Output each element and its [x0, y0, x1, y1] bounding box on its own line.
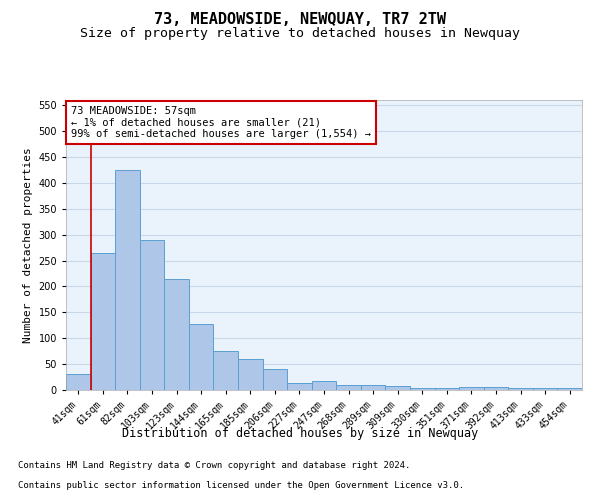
- Bar: [164, 278, 189, 390]
- Bar: [263, 370, 287, 390]
- Bar: [140, 240, 164, 390]
- Text: Size of property relative to detached houses in Newquay: Size of property relative to detached ho…: [80, 28, 520, 40]
- Bar: [385, 386, 410, 390]
- Bar: [66, 374, 91, 390]
- Y-axis label: Number of detached properties: Number of detached properties: [23, 147, 33, 343]
- Bar: [287, 383, 312, 390]
- Bar: [484, 388, 508, 390]
- Bar: [361, 385, 385, 390]
- Text: Distribution of detached houses by size in Newquay: Distribution of detached houses by size …: [122, 428, 478, 440]
- Text: 73 MEADOWSIDE: 57sqm
← 1% of detached houses are smaller (21)
99% of semi-detach: 73 MEADOWSIDE: 57sqm ← 1% of detached ho…: [71, 106, 371, 139]
- Text: Contains public sector information licensed under the Open Government Licence v3: Contains public sector information licen…: [18, 481, 464, 490]
- Text: Contains HM Land Registry data © Crown copyright and database right 2024.: Contains HM Land Registry data © Crown c…: [18, 461, 410, 470]
- Bar: [312, 381, 336, 390]
- Bar: [214, 350, 238, 390]
- Bar: [115, 170, 140, 390]
- Text: 73, MEADOWSIDE, NEWQUAY, TR7 2TW: 73, MEADOWSIDE, NEWQUAY, TR7 2TW: [154, 12, 446, 28]
- Bar: [508, 388, 533, 390]
- Bar: [434, 388, 459, 390]
- Bar: [189, 324, 214, 390]
- Bar: [336, 385, 361, 390]
- Bar: [533, 388, 557, 390]
- Bar: [557, 388, 582, 390]
- Bar: [410, 388, 434, 390]
- Bar: [91, 253, 115, 390]
- Bar: [238, 359, 263, 390]
- Bar: [459, 388, 484, 390]
